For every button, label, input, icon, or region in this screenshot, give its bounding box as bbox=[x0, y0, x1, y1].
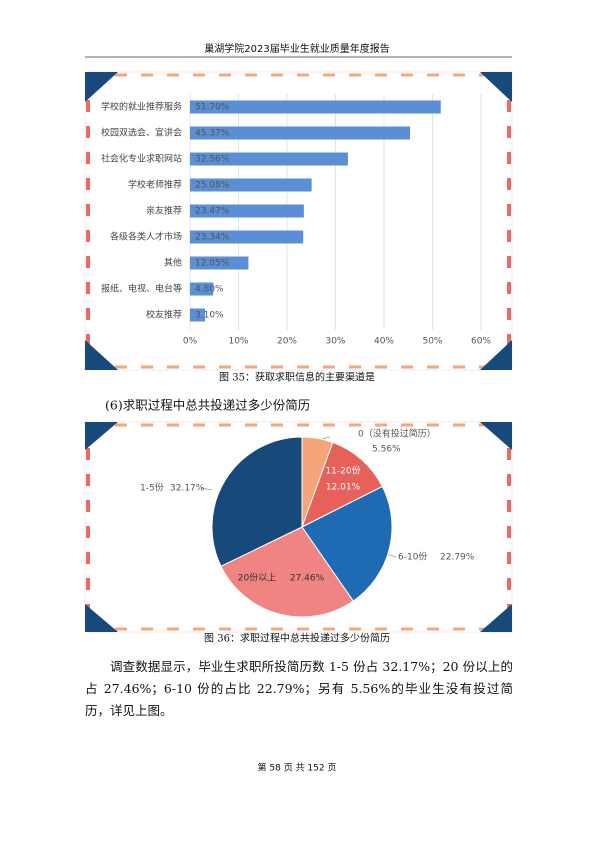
figure-caption: 图 35：获取求职信息的主要渠道是 bbox=[219, 371, 375, 384]
y-tick-label: 报纸、电视、电台等 bbox=[101, 283, 182, 295]
pie-slice bbox=[301, 485, 393, 602]
data-label: 27.46% bbox=[290, 574, 325, 584]
pie-label: 20份以上 bbox=[238, 572, 276, 584]
data-label: 3.10% bbox=[195, 311, 224, 321]
y-tick-label: 学校的就业推荐服务 bbox=[101, 101, 182, 113]
x-tick-label: 30% bbox=[325, 337, 345, 347]
pie-label: 6-10份 bbox=[398, 551, 427, 563]
bar bbox=[190, 100, 441, 114]
data-label: 5.56% bbox=[372, 445, 401, 455]
page-footer: 第 58 页 共 152 页 bbox=[258, 762, 337, 774]
data-label: 51.70% bbox=[195, 103, 230, 113]
bar bbox=[190, 308, 206, 322]
data-label: 12.01% bbox=[326, 483, 361, 493]
figure-caption: 图 36：求职过程中总共投递过多少份简历 bbox=[204, 632, 390, 645]
x-tick-label: 40% bbox=[374, 337, 394, 347]
x-tick-label: 60% bbox=[471, 337, 491, 347]
pie-slice bbox=[211, 436, 303, 567]
y-tick-label: 社会化专业求职网站 bbox=[101, 153, 182, 165]
bar bbox=[190, 256, 249, 270]
pie-label: 11-20份 bbox=[325, 465, 360, 477]
y-tick-label: 校友推荐 bbox=[146, 309, 182, 321]
data-label: 4.80% bbox=[195, 285, 224, 295]
pie-label: 0（没有投过简历） bbox=[358, 428, 436, 440]
body-paragraph: 调查数据显示，毕业生求职所投简历数 1-5 份占 32.17%；20 份以上的占… bbox=[85, 659, 513, 718]
y-tick-label: 各级各类人才市场 bbox=[110, 231, 182, 243]
x-tick-label: 50% bbox=[422, 337, 442, 347]
y-tick-label: 亲友推荐 bbox=[146, 205, 182, 217]
header-title: 巢湖学院2023届毕业生就业质量年度报告 bbox=[204, 42, 389, 55]
chart-frame bbox=[84, 71, 513, 371]
x-tick-label: 20% bbox=[277, 337, 297, 347]
bar bbox=[190, 178, 312, 192]
data-label: 12.05% bbox=[195, 259, 230, 269]
pie-slice bbox=[220, 526, 354, 618]
x-tick-label: 0% bbox=[183, 337, 198, 347]
data-label: 23.34% bbox=[195, 233, 230, 243]
bar bbox=[190, 152, 348, 166]
bar bbox=[190, 204, 304, 218]
bar bbox=[190, 126, 411, 140]
y-tick-label: 学校老师推荐 bbox=[128, 179, 182, 191]
data-label: 45.37% bbox=[195, 129, 230, 139]
section-heading: (6)求职过程中总共投递过多少份简历 bbox=[105, 398, 310, 413]
data-label: 32.56% bbox=[195, 155, 230, 165]
bar bbox=[190, 282, 214, 296]
y-tick-label: 其他 bbox=[164, 257, 182, 269]
data-label: 23.47% bbox=[195, 207, 230, 217]
data-label: 32.17% bbox=[170, 484, 205, 494]
pie-slice bbox=[301, 441, 384, 529]
y-tick-label: 校园双选会、宣讲会 bbox=[101, 127, 182, 139]
data-label: 25.08% bbox=[195, 181, 230, 191]
pie-label: 1-5份 bbox=[140, 482, 164, 494]
x-tick-label: 10% bbox=[228, 337, 248, 347]
data-label: 22.79% bbox=[440, 553, 475, 563]
bar bbox=[190, 230, 304, 244]
